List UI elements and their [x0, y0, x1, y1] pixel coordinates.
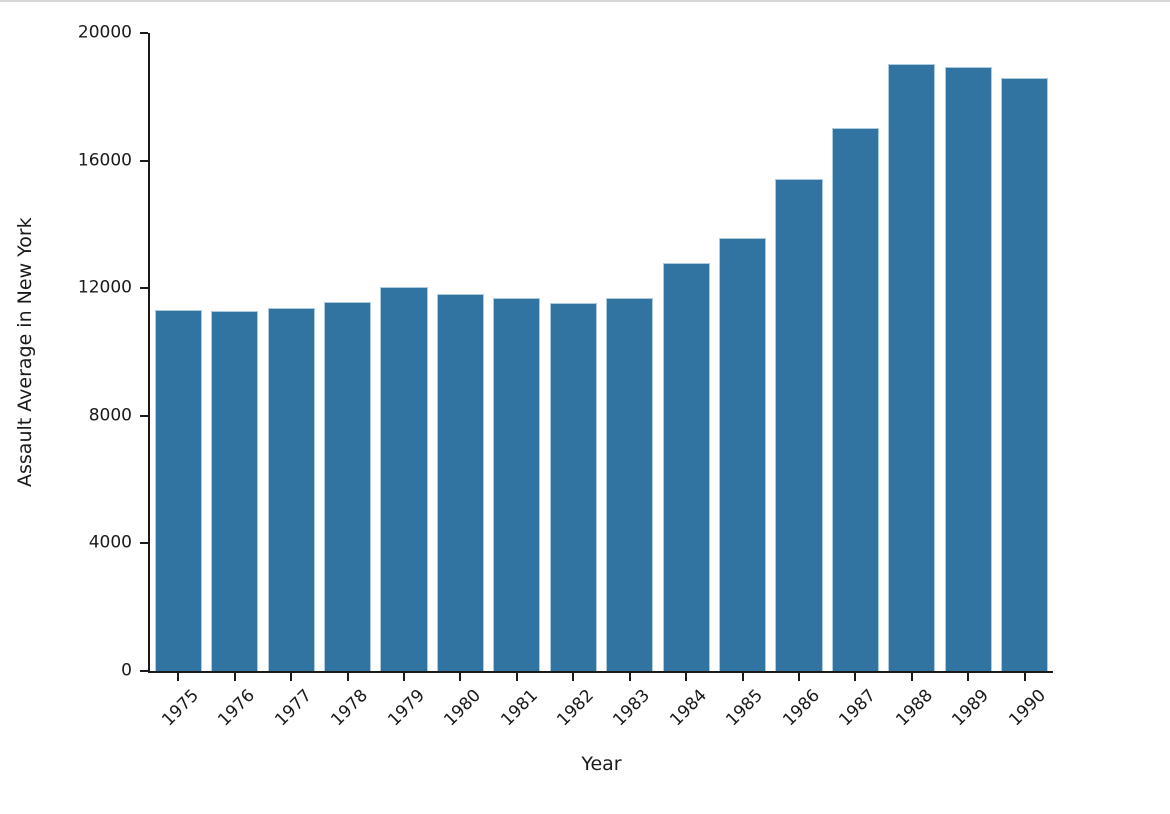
x-tick-mark: [233, 673, 236, 681]
x-tick-label: 1982: [553, 685, 599, 731]
bar-slot: 1981: [489, 33, 545, 730]
top-divider: [0, 0, 1170, 2]
bar-slot: 1988: [884, 33, 940, 730]
bar-slot: 1976: [206, 33, 262, 730]
y-tick-mark: [140, 159, 148, 162]
x-tick-label: 1980: [440, 685, 486, 731]
plot-area: 0 4000 8000 12000 16000 20000 1975 1976 1977 197…: [78, 24, 1053, 730]
bar: [323, 301, 372, 671]
bar: [267, 307, 315, 671]
y-axis-label: Assault Average in New York: [14, 217, 36, 487]
bar-slot: 1980: [432, 33, 488, 730]
x-tick-label: 1975: [158, 685, 203, 731]
x-tick-mark: [177, 673, 180, 681]
bar-slot: 1990: [997, 33, 1053, 730]
x-tick-mark: [290, 673, 293, 681]
bar: [549, 303, 597, 671]
y-tick-label: 4000: [88, 532, 132, 553]
y-tick-mark: [140, 287, 148, 290]
bar-slot: 1975: [150, 33, 206, 730]
bar: [831, 127, 880, 671]
x-tick-label: 1978: [327, 685, 373, 731]
y-tick-label: 8000: [88, 405, 132, 426]
bar: [888, 63, 936, 671]
bar: [775, 178, 823, 671]
x-tick-mark: [910, 673, 913, 681]
bar: [436, 293, 484, 671]
bar-slot: 1986: [771, 33, 827, 730]
bar-slot: 1978: [319, 33, 375, 730]
x-tick-label: 1976: [214, 685, 260, 731]
y-tick-label: 20000: [77, 22, 132, 43]
y-tick-mark: [140, 414, 148, 417]
x-tick-label: 1986: [779, 685, 824, 731]
bar: [944, 67, 992, 671]
x-tick-label: 1985: [722, 685, 768, 731]
x-tick-mark: [685, 673, 688, 681]
x-tick-label: 1984: [666, 685, 711, 731]
x-tick-mark: [741, 673, 744, 681]
bar-slot: 1987: [827, 33, 883, 730]
x-tick-label: 1988: [891, 685, 937, 731]
x-tick-label: 1989: [948, 685, 994, 731]
bar: [719, 237, 767, 671]
bar: [606, 298, 654, 671]
bar: [380, 287, 428, 671]
x-tick-label: 1979: [383, 685, 429, 731]
bar-slot: 1982: [545, 33, 601, 730]
bar: [154, 309, 202, 671]
bar-slot: 1983: [602, 33, 658, 730]
x-tick-label: 1990: [1004, 685, 1050, 731]
y-tick-mark: [140, 542, 148, 545]
x-tick-mark: [459, 673, 462, 681]
y-tick-label: 12000: [77, 277, 132, 298]
bar-slot: 1977: [263, 33, 319, 730]
x-tick-mark: [346, 673, 349, 681]
x-tick-mark: [967, 673, 970, 681]
x-tick-label: 1981: [496, 685, 542, 731]
bar: [493, 298, 541, 671]
x-tick-label: 1977: [271, 685, 316, 731]
bar: [1001, 78, 1049, 671]
x-tick-mark: [572, 673, 575, 681]
bar-slot: 1989: [940, 33, 996, 730]
x-tick-mark: [402, 673, 405, 681]
x-tick-mark: [1023, 673, 1026, 681]
bar-slot: 1985: [714, 33, 770, 730]
x-tick-mark: [515, 673, 518, 681]
bar-slot: 1984: [658, 33, 714, 730]
bars-container: 1975 1976 1977 1978 1979 1980 1981 1982 1983 1984…: [150, 33, 1053, 730]
y-tick-mark: [140, 32, 148, 34]
x-tick-label: 1987: [835, 685, 881, 731]
bar: [662, 263, 710, 671]
bar: [211, 311, 259, 671]
x-tick-mark: [798, 673, 801, 681]
y-tick-mark: [140, 670, 148, 672]
bar-slot: 1979: [376, 33, 432, 730]
x-tick-label: 1983: [609, 685, 655, 731]
y-tick-label: 0: [121, 660, 132, 681]
x-tick-mark: [854, 673, 857, 681]
x-axis-label: Year: [581, 753, 622, 775]
x-tick-mark: [628, 673, 631, 681]
y-tick-label: 16000: [77, 150, 132, 171]
